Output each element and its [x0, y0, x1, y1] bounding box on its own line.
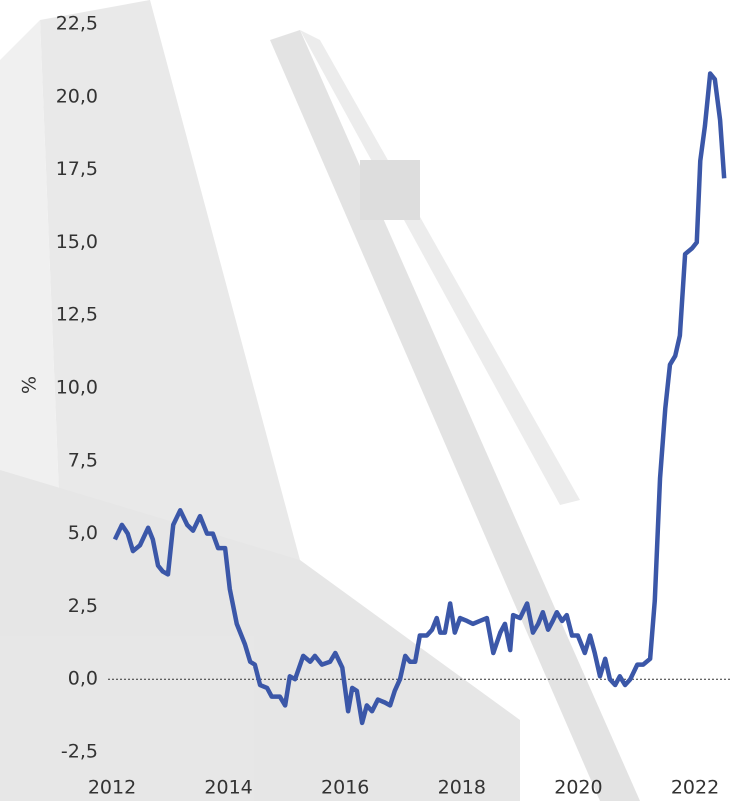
- y-tick-label: 7,5: [68, 449, 98, 471]
- y-tick-label: -2,5: [61, 741, 98, 763]
- y-tick-label: 17,5: [56, 158, 98, 180]
- y-axis-label: %: [19, 376, 41, 394]
- x-tick-label: 2016: [321, 777, 369, 799]
- background-photo: [0, 0, 640, 801]
- y-tick-label: 20,0: [56, 85, 98, 107]
- y-tick-label: 10,0: [56, 377, 98, 399]
- y-tick-label: 0,0: [68, 668, 98, 690]
- x-tick-label: 2012: [88, 777, 136, 799]
- x-tick-label: 2018: [438, 777, 486, 799]
- y-tick-label: 5,0: [68, 522, 98, 544]
- y-tick-label: 2,5: [68, 595, 98, 617]
- y-tick-label: 22,5: [56, 13, 98, 35]
- line-series: [112, 71, 727, 726]
- x-tick-label: 2022: [671, 777, 719, 799]
- y-tick-label: 12,5: [56, 304, 98, 326]
- x-tick-label: 2014: [204, 777, 252, 799]
- y-tick-label: 15,0: [56, 231, 98, 253]
- x-tick-label: 2020: [554, 777, 602, 799]
